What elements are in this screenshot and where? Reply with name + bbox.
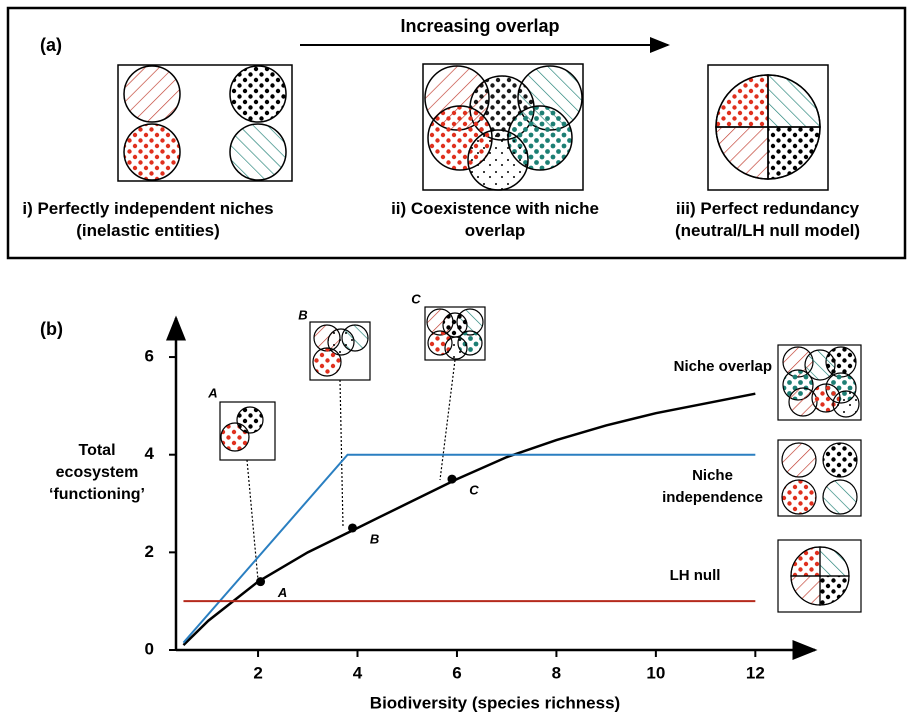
plot: 2 4 6 8 10 12 0 2 4 6 A B C A B C: [145, 291, 818, 682]
series-label: Niche overlap: [673, 358, 772, 375]
y-tick-label: 0: [145, 639, 154, 658]
x-tick-label: 6: [452, 663, 461, 682]
x-tick-label: 4: [353, 663, 363, 682]
arrow-label: Increasing overlap: [400, 16, 559, 36]
series-label: Niche independence: [662, 467, 763, 506]
point-label: B: [370, 531, 379, 546]
x-tick-label: 12: [746, 663, 765, 682]
panel-label: (b): [40, 319, 63, 339]
series-line: [182, 453, 756, 644]
x-tick-label: 10: [646, 663, 665, 682]
inset-label: B: [298, 307, 307, 322]
point-label: A: [277, 585, 287, 600]
x-tick-label: 8: [552, 663, 561, 682]
leader: [339, 379, 344, 528]
item-label: i) Perfectly independent niches (inelast…: [22, 199, 274, 240]
panel-a: [6, 6, 907, 260]
y-axis-label: Total ecosystem ‘functioning’: [49, 442, 145, 503]
y-tick-label: 4: [145, 444, 155, 463]
y-tick-label: 2: [145, 542, 154, 561]
point: [348, 523, 358, 533]
point: [447, 474, 457, 484]
series-label: LH null: [669, 567, 721, 584]
y-tick-label: 6: [145, 347, 154, 366]
icon-independent: [117, 64, 293, 182]
insets: [219, 306, 862, 613]
leader: [246, 459, 259, 581]
icon-redundancy: [707, 64, 829, 191]
panel-frame: [6, 6, 907, 260]
panel-label: (a): [40, 35, 62, 55]
point-label: C: [469, 483, 479, 498]
leader: [439, 359, 456, 481]
point: [256, 577, 266, 587]
x-tick-label: 2: [253, 663, 262, 682]
x-axis-label: Biodiversity (species richness): [370, 693, 620, 712]
icon-overlap: [422, 63, 584, 191]
inset-label: C: [411, 291, 421, 306]
inset-label: A: [207, 385, 217, 400]
item-label: ii) Coexistence with niche overlap: [391, 199, 599, 240]
item-label: iii) Perfect redundancy (neutral/LH null…: [674, 199, 861, 240]
